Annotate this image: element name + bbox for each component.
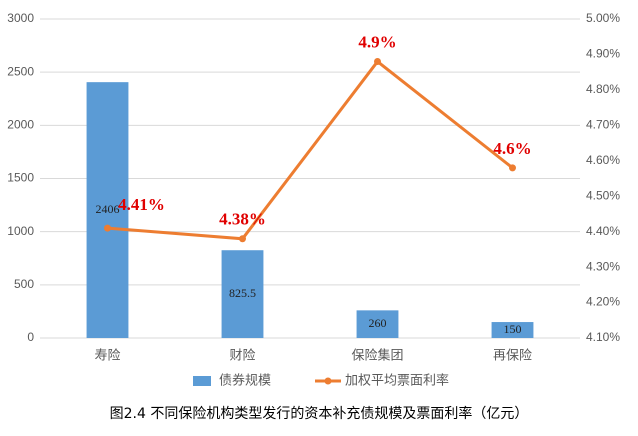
line-value-label: 4.9% [358,32,396,51]
y2-tick-label: 4.70% [586,118,620,132]
line-point [239,235,246,243]
y-tick-label: 2500 [7,64,34,78]
line-value-label: 4.41% [118,195,165,214]
y2-tick-label: 4.30% [586,259,620,273]
y-tick-label: 2000 [7,118,34,132]
y2-tick-label: 4.50% [586,188,620,202]
y-tick-label: 0 [27,330,34,344]
x-tick-label: 保险集团 [351,347,403,362]
y2-tick-label: 4.60% [586,153,620,167]
x-tick-label: 寿险 [94,347,120,362]
bar-value-label: 260 [369,316,387,330]
bar-value-label: 150 [504,322,522,336]
line-point [509,164,516,172]
y-tick-label: 1000 [7,224,34,238]
bar [221,250,264,338]
line-value-label: 4.6% [493,139,531,158]
line-point [104,224,111,232]
y2-tick-label: 4.40% [586,224,620,238]
line [107,59,514,241]
bar [86,82,129,338]
bar [491,322,534,338]
bar-value-label: 825.5 [229,286,256,300]
y-tick-label: 500 [14,277,34,291]
line-value-label: 4.38% [219,210,266,229]
y2-tick-label: 4.90% [586,47,620,61]
legend-label: 加权平均票面利率 [345,372,449,387]
legend-label: 债券规模 [219,372,271,387]
x-tick-label: 再保险 [493,347,532,362]
legend-swatch [324,377,332,385]
y2-tick-label: 5.00% [586,11,620,25]
legend-swatch [193,376,211,386]
bar [356,310,399,338]
chart-caption: 图2.4 不同保险机构类型发行的资本补充债规模及票面利率（亿元） [110,405,529,422]
y2-tick-label: 4.20% [586,295,620,309]
bar-value-label: 2406 [96,202,120,216]
line-point [374,58,381,66]
y-tick-label: 3000 [7,11,34,25]
y2-tick-label: 4.80% [586,82,620,96]
x-tick-label: 财险 [229,347,255,362]
y-tick-label: 1500 [7,171,34,185]
y2-tick-label: 4.10% [586,330,620,344]
